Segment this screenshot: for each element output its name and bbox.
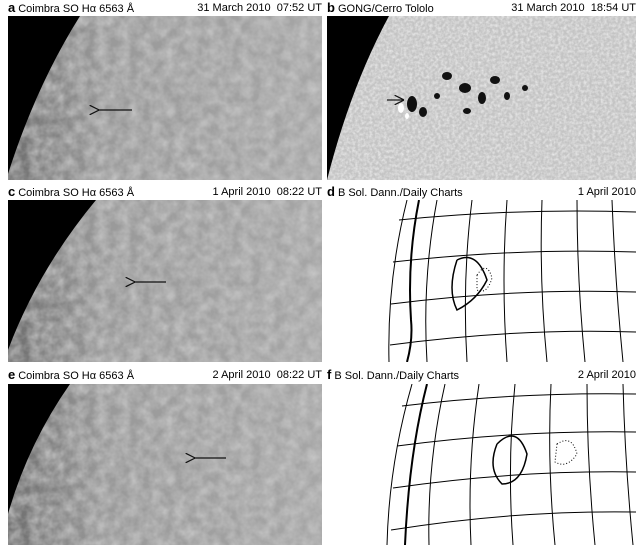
halpha-image <box>8 16 322 180</box>
panel-letter: a <box>8 0 15 15</box>
panel-letter: e <box>8 367 15 382</box>
synoptic-chart <box>327 200 636 362</box>
synoptic-chart <box>327 384 636 545</box>
panel-date: 2 April 2010 08:22 UT <box>213 368 322 382</box>
panel-source: GONG/Cerro Tololo <box>338 3 434 15</box>
panel-source: B Sol. Dann./Daily Charts <box>338 187 463 199</box>
panel-date: 1 April 2010 <box>578 185 636 199</box>
figure: aCoimbra SO Hα 6563 Å31 March 2010 07:52… <box>0 0 638 546</box>
panel-source: Coimbra SO Hα 6563 Å <box>18 370 134 382</box>
panel-source: B Sol. Dann./Daily Charts <box>334 370 459 382</box>
panel-letter: d <box>327 184 335 199</box>
panel-date: 31 March 2010 18:54 UT <box>511 1 636 15</box>
panel-date: 31 March 2010 07:52 UT <box>197 1 322 15</box>
halpha-image <box>8 200 322 362</box>
panel-date: 2 April 2010 <box>578 368 636 382</box>
panel-date: 1 April 2010 08:22 UT <box>213 185 322 199</box>
panel-letter: f <box>327 367 331 382</box>
panel-source: Coimbra SO Hα 6563 Å <box>18 3 134 15</box>
panel-source: Coimbra SO Hα 6563 Å <box>18 187 134 199</box>
panel-letter: b <box>327 0 335 15</box>
magnetogram-image <box>327 16 636 180</box>
panel-letter: c <box>8 184 15 199</box>
halpha-image <box>8 384 322 545</box>
